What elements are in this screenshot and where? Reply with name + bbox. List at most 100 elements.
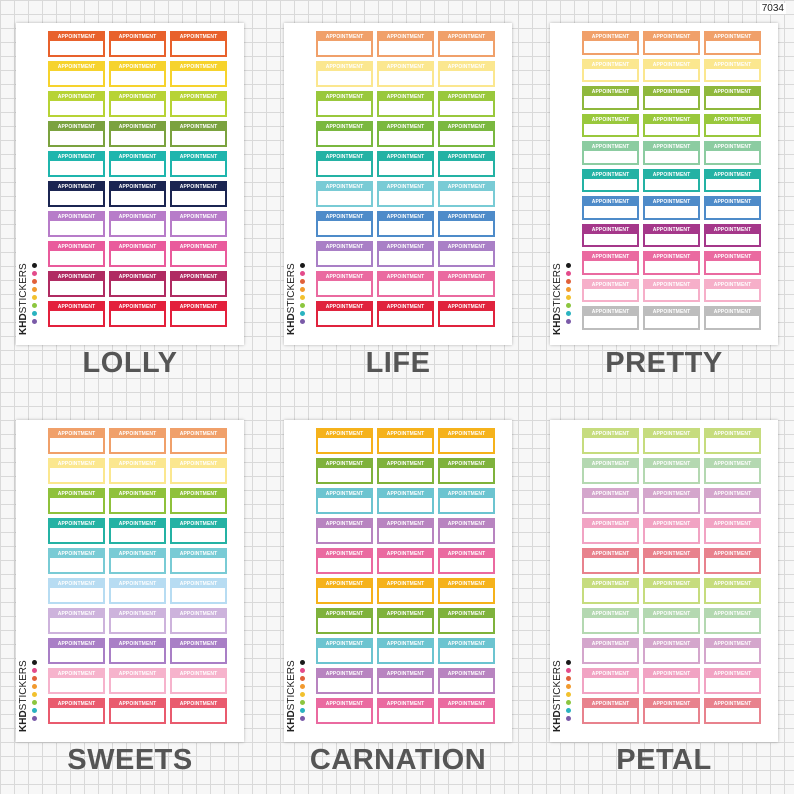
appointment-sticker: APPOINTMENT bbox=[643, 86, 700, 110]
appointment-sticker: APPOINTMENT bbox=[582, 196, 639, 220]
sticker-label: APPOINTMENT bbox=[172, 580, 225, 588]
sticker-label: APPOINTMENT bbox=[706, 225, 759, 234]
appointment-sticker: APPOINTMENT bbox=[170, 548, 227, 574]
appointment-sticker: APPOINTMENT bbox=[438, 548, 495, 574]
sticker-label: APPOINTMENT bbox=[172, 153, 225, 161]
appointment-sticker: APPOINTMENT bbox=[109, 518, 166, 544]
sticker-label: APPOINTMENT bbox=[172, 33, 225, 41]
brand-logo-regular: STICKERS bbox=[552, 660, 563, 711]
sticker-label: APPOINTMENT bbox=[111, 550, 164, 558]
sticker-label: APPOINTMENT bbox=[645, 170, 698, 179]
appointment-sticker: APPOINTMENT bbox=[377, 241, 434, 267]
sticker-label: APPOINTMENT bbox=[50, 93, 103, 101]
sticker-label: APPOINTMENT bbox=[645, 115, 698, 124]
sticker-label: APPOINTMENT bbox=[440, 123, 493, 131]
appointment-sticker: APPOINTMENT bbox=[109, 548, 166, 574]
sticker-label: APPOINTMENT bbox=[440, 610, 493, 618]
appointment-sticker: APPOINTMENT bbox=[582, 58, 639, 82]
appointment-sticker: APPOINTMENT bbox=[438, 608, 495, 634]
sticker-label: APPOINTMENT bbox=[645, 198, 698, 206]
sticker-label: APPOINTMENT bbox=[379, 640, 432, 648]
appointment-sticker: APPOINTMENT bbox=[582, 548, 639, 574]
appointment-sticker: APPOINTMENT bbox=[377, 548, 434, 574]
sticker-label: APPOINTMENT bbox=[706, 490, 759, 498]
sticker-label: APPOINTMENT bbox=[111, 520, 164, 528]
sticker-label: APPOINTMENT bbox=[318, 640, 371, 648]
brand-dot bbox=[566, 263, 571, 268]
appointment-sticker: APPOINTMENT bbox=[704, 458, 761, 484]
sticker-label: APPOINTMENT bbox=[318, 123, 371, 131]
sticker-label: APPOINTMENT bbox=[584, 88, 637, 96]
sticker-label: APPOINTMENT bbox=[111, 123, 164, 131]
appointment-sticker: APPOINTMENT bbox=[109, 428, 166, 454]
appointment-sticker: APPOINTMENT bbox=[170, 578, 227, 604]
sticker-label: APPOINTMENT bbox=[584, 550, 637, 558]
brand-dot bbox=[566, 279, 571, 284]
appointment-sticker: APPOINTMENT bbox=[582, 638, 639, 664]
sticker-label: APPOINTMENT bbox=[706, 280, 759, 289]
sticker-label: APPOINTMENT bbox=[645, 308, 698, 316]
sticker-label: APPOINTMENT bbox=[645, 520, 698, 528]
appointment-sticker: APPOINTMENT bbox=[170, 698, 227, 724]
sticker-label: APPOINTMENT bbox=[440, 550, 493, 558]
brand-dot bbox=[566, 684, 571, 689]
sticker-label: APPOINTMENT bbox=[172, 243, 225, 251]
sticker-label: APPOINTMENT bbox=[50, 580, 103, 588]
appointment-sticker: APPOINTMENT bbox=[582, 608, 639, 634]
sticker-label: APPOINTMENT bbox=[645, 670, 698, 678]
brand-dot bbox=[300, 271, 305, 276]
appointment-sticker: APPOINTMENT bbox=[377, 488, 434, 514]
appointment-sticker: APPOINTMENT bbox=[643, 58, 700, 82]
sticker-label: APPOINTMENT bbox=[111, 63, 164, 71]
product-code-label: 7034 bbox=[759, 3, 786, 14]
sticker-sheet-sweets: APPOINTMENT APPOINTMENT APPOINTMENT APPOINT… bbox=[16, 420, 244, 742]
appointment-sticker: APPOINTMENT bbox=[704, 638, 761, 664]
appointment-sticker: APPOINTMENT bbox=[377, 61, 434, 87]
appointment-sticker: APPOINTMENT bbox=[582, 458, 639, 484]
sheet-caption-pretty: PRETTY bbox=[605, 347, 723, 379]
appointment-sticker: APPOINTMENT bbox=[48, 301, 105, 327]
appointment-sticker: APPOINTMENT bbox=[316, 698, 373, 724]
sheet-caption-life: LIFE bbox=[365, 347, 431, 379]
brand-dot bbox=[300, 279, 305, 284]
appointment-sticker: APPOINTMENT bbox=[316, 488, 373, 514]
appointment-sticker: APPOINTMENT bbox=[643, 141, 700, 165]
appointment-sticker: APPOINTMENT bbox=[48, 608, 105, 634]
brand-dot bbox=[566, 287, 571, 292]
brand-dot bbox=[566, 295, 571, 300]
appointment-sticker: APPOINTMENT bbox=[704, 251, 761, 275]
sticker-label: APPOINTMENT bbox=[440, 273, 493, 281]
sticker-label: APPOINTMENT bbox=[379, 243, 432, 251]
appointment-sticker: APPOINTMENT bbox=[48, 518, 105, 544]
appointment-sticker: APPOINTMENT bbox=[582, 428, 639, 454]
sticker-label: APPOINTMENT bbox=[172, 183, 225, 191]
sticker-label: APPOINTMENT bbox=[172, 670, 225, 678]
sticker-grid: APPOINTMENT APPOINTMENT APPOINTMENT APPOINT… bbox=[316, 428, 495, 724]
sticker-label: APPOINTMENT bbox=[379, 93, 432, 101]
sticker-label: APPOINTMENT bbox=[50, 153, 103, 161]
appointment-sticker: APPOINTMENT bbox=[316, 638, 373, 664]
brand-logo: KHDSTICKERS bbox=[552, 660, 563, 732]
brand-logo-bold: KHD bbox=[18, 313, 29, 335]
appointment-sticker: APPOINTMENT bbox=[377, 271, 434, 297]
sticker-label: APPOINTMENT bbox=[50, 213, 103, 221]
sticker-label: APPOINTMENT bbox=[584, 170, 637, 179]
sticker-label: APPOINTMENT bbox=[50, 303, 103, 311]
brand-dot bbox=[300, 287, 305, 292]
appointment-sticker: APPOINTMENT bbox=[438, 458, 495, 484]
appointment-sticker: APPOINTMENT bbox=[643, 668, 700, 694]
sticker-label: APPOINTMENT bbox=[645, 60, 698, 69]
sticker-label: APPOINTMENT bbox=[584, 520, 637, 528]
brand-dot bbox=[566, 692, 571, 697]
brand-dot bbox=[32, 287, 37, 292]
sticker-label: APPOINTMENT bbox=[645, 143, 698, 151]
appointment-sticker: APPOINTMENT bbox=[438, 428, 495, 454]
appointment-sticker: APPOINTMENT bbox=[704, 31, 761, 55]
appointment-sticker: APPOINTMENT bbox=[704, 196, 761, 220]
sticker-label: APPOINTMENT bbox=[379, 550, 432, 558]
sticker-label: APPOINTMENT bbox=[706, 33, 759, 41]
appointment-sticker: APPOINTMENT bbox=[582, 518, 639, 544]
appointment-sticker: APPOINTMENT bbox=[170, 211, 227, 237]
sticker-label: APPOINTMENT bbox=[440, 430, 493, 438]
appointment-sticker: APPOINTMENT bbox=[316, 608, 373, 634]
